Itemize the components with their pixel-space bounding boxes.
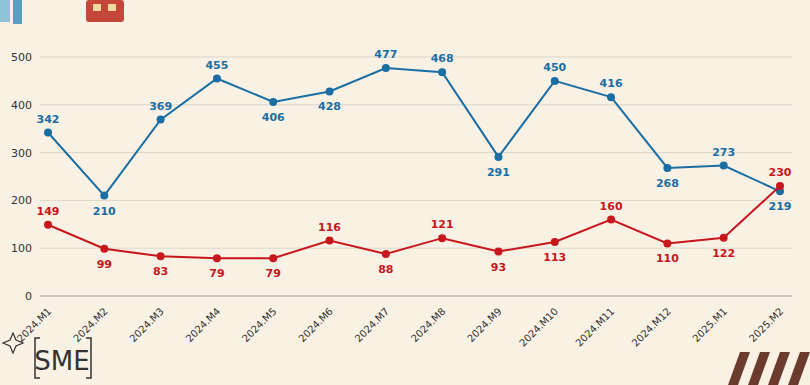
y-tick-label: 300: [11, 147, 32, 160]
data-point: [438, 68, 446, 76]
stripe-decoration: [788, 352, 810, 385]
data-label: 450: [543, 61, 566, 74]
grid-line: [40, 200, 792, 201]
data-point: [100, 192, 108, 200]
x-tick-label: 2024.M6: [296, 306, 335, 345]
series-line: [48, 186, 780, 258]
data-point: [551, 77, 559, 85]
x-tick-label: 2025.M2: [747, 306, 786, 345]
data-label: 477: [374, 48, 397, 61]
x-tick-label: 2024.M3: [127, 306, 166, 345]
data-label: 160: [600, 200, 623, 213]
x-tick-label: 2024.M12: [630, 306, 673, 349]
data-point: [269, 98, 277, 106]
x-tick-label: 2024.M8: [409, 306, 448, 345]
data-label: 291: [487, 166, 510, 179]
y-tick-label: 500: [11, 51, 32, 64]
data-label: 406: [262, 111, 285, 124]
data-label: 122: [712, 247, 735, 260]
grid: [40, 57, 792, 296]
data-point: [157, 116, 165, 124]
data-point: [776, 182, 784, 190]
y-tick-label: 400: [11, 99, 32, 112]
data-label: 113: [543, 251, 566, 264]
data-label: 342: [37, 113, 60, 126]
data-point: [44, 221, 52, 229]
x-tick-label: 2024.M5: [240, 306, 279, 345]
data-point: [44, 129, 52, 137]
series-line: [48, 68, 780, 196]
data-label: 121: [431, 218, 454, 231]
data-label: 455: [205, 59, 228, 72]
chart-svg: SME 0 100 200 300 400 500 2024.M1 2024.M2 2024.M3…: [0, 0, 810, 385]
data-label: 468: [431, 52, 454, 65]
data-point: [720, 162, 728, 170]
data-point: [157, 252, 165, 260]
data-label: 230: [769, 166, 792, 179]
data-point: [269, 254, 277, 262]
data-point: [551, 238, 559, 246]
x-tick-label: 2024.M7: [353, 306, 392, 345]
grid-line: [40, 152, 792, 153]
data-label: 268: [656, 177, 679, 190]
data-point: [438, 234, 446, 242]
x-tick-label: 2024.M11: [573, 306, 616, 349]
y-tick-label: 100: [11, 242, 32, 255]
data-point: [326, 87, 334, 95]
x-tick-label: 2024.M10: [517, 306, 560, 349]
data-label: 149: [37, 205, 60, 218]
data-point: [494, 248, 502, 256]
x-tick-label: 2024.M2: [71, 306, 110, 345]
data-point: [382, 64, 390, 72]
data-label: 273: [712, 146, 735, 159]
stripe-decoration: [768, 352, 790, 385]
stripe-decoration: [748, 352, 770, 385]
data-label: 110: [656, 252, 679, 265]
grid-line: [40, 57, 792, 58]
data-point: [100, 245, 108, 253]
building-window: [93, 4, 101, 11]
data-point: [607, 93, 615, 101]
data-labels: 342 210 369 455 406 428 477 468 291 450 416 268 273 2…: [37, 48, 792, 280]
data-label: 79: [209, 267, 224, 280]
people-icon: [0, 0, 10, 22]
x-tick-label: 2025.M1: [690, 306, 729, 345]
y-tick-label: 200: [11, 194, 32, 207]
grid-line: [40, 248, 792, 249]
data-label: 210: [93, 205, 116, 218]
logo-text: SME: [34, 346, 89, 376]
x-tick-label: 2024.M1: [15, 306, 54, 345]
decoration: [0, 0, 810, 385]
y-tick-label: 0: [25, 290, 32, 303]
x-tick-label: 2024.M9: [465, 306, 504, 345]
data-label: 219: [769, 200, 792, 213]
data-point: [720, 234, 728, 242]
people-icon: [13, 0, 22, 24]
data-label: 416: [600, 77, 623, 90]
chart-root: SME 0 100 200 300 400 500 2024.M1 2024.M2 2024.M3…: [0, 0, 810, 385]
data-label: 83: [153, 265, 168, 278]
building-window: [108, 4, 116, 11]
data-point: [663, 164, 671, 172]
data-label: 99: [97, 258, 112, 271]
data-point: [213, 75, 221, 83]
data-point: [382, 250, 390, 258]
building-icon: [86, 0, 124, 22]
data-point: [213, 254, 221, 262]
stripe-decoration: [728, 352, 750, 385]
data-marks: [44, 64, 784, 262]
x-tick-label: 2024.M4: [184, 306, 223, 345]
data-label: 369: [149, 100, 172, 113]
data-label: 116: [318, 221, 341, 234]
logo-bracket: [35, 338, 91, 378]
data-point: [607, 216, 615, 224]
data-point: [663, 239, 671, 247]
data-point: [326, 237, 334, 245]
data-label: 88: [378, 263, 393, 276]
data-point: [494, 153, 502, 161]
data-label: 93: [491, 261, 506, 274]
grid-line: [40, 296, 792, 297]
data-label: 79: [266, 267, 281, 280]
data-label: 428: [318, 100, 341, 113]
